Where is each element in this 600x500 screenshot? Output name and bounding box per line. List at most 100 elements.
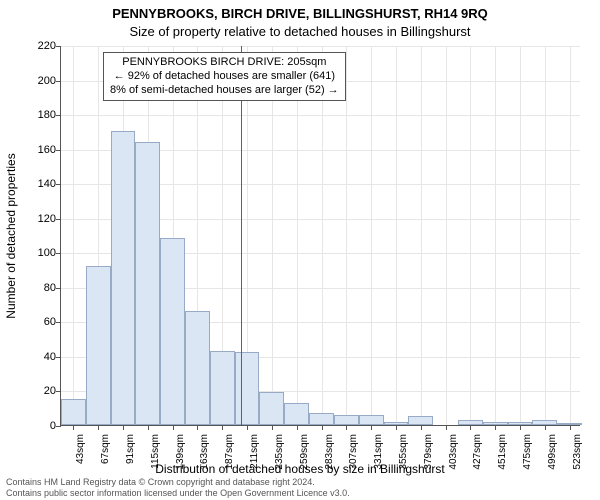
marker-annotation: PENNYBROOKS BIRCH DRIVE: 205sqm ← 92% of… [103, 52, 346, 101]
ytick-label: 20 [16, 385, 56, 397]
histogram-bar [384, 422, 409, 425]
xtick-label: 115sqm [150, 434, 161, 469]
histogram-bar [359, 415, 384, 425]
histogram-bar [334, 415, 359, 425]
xtick-mark [98, 425, 99, 430]
gridline-v [520, 46, 521, 425]
xtick-label: 187sqm [224, 434, 235, 470]
histogram-bar [532, 420, 557, 425]
xtick-label: 379sqm [423, 434, 434, 470]
ytick-label: 180 [16, 109, 56, 121]
xtick-mark [197, 425, 198, 430]
xtick-label: 331sqm [373, 434, 384, 470]
gridline-h [61, 46, 580, 47]
xtick-label: 283sqm [324, 434, 335, 470]
ytick-mark [56, 115, 61, 116]
ytick-label: 60 [16, 316, 56, 328]
gridline-v [272, 46, 273, 425]
ytick-label: 140 [16, 178, 56, 190]
histogram-bar [210, 351, 235, 425]
ytick-mark [56, 184, 61, 185]
gridline-v [371, 46, 372, 425]
ytick-mark [56, 426, 61, 427]
ytick-mark [56, 219, 61, 220]
chart-title-address: PENNYBROOKS, BIRCH DRIVE, BILLINGSHURST,… [0, 6, 600, 21]
histogram-bar [160, 238, 185, 425]
footer-line2: Contains public sector information licen… [6, 488, 594, 498]
xtick-mark [371, 425, 372, 430]
ytick-label: 120 [16, 213, 56, 225]
xtick-label: 523sqm [572, 434, 583, 470]
histogram-plot: PENNYBROOKS BIRCH DRIVE: 205sqm ← 92% of… [60, 46, 580, 426]
ytick-label: 220 [16, 40, 56, 52]
gridline-v [346, 46, 347, 425]
gridline-v [570, 46, 571, 425]
xtick-label: 475sqm [522, 434, 533, 470]
gridline-v [73, 46, 74, 425]
chart-subtitle: Size of property relative to detached ho… [0, 24, 600, 39]
xtick-mark [322, 425, 323, 430]
gridline-v [322, 46, 323, 425]
xtick-mark [545, 425, 546, 430]
xtick-mark [297, 425, 298, 430]
histogram-bar [458, 420, 483, 425]
xtick-label: 259sqm [299, 434, 310, 470]
attribution-footer: Contains HM Land Registry data © Crown c… [6, 477, 594, 498]
histogram-bar [86, 266, 111, 425]
ytick-label: 160 [16, 144, 56, 156]
gridline-v [495, 46, 496, 425]
xtick-mark [570, 425, 571, 430]
xtick-mark [272, 425, 273, 430]
histogram-bar [309, 413, 334, 425]
gridline-v [297, 46, 298, 425]
gridline-v [470, 46, 471, 425]
gridline-v [446, 46, 447, 425]
xtick-label: 139sqm [175, 434, 186, 470]
xtick-mark [421, 425, 422, 430]
ytick-mark [56, 81, 61, 82]
annotation-line3: 8% of semi-detached houses are larger (5… [110, 84, 339, 98]
xtick-label: 43sqm [75, 434, 86, 464]
histogram-bar [284, 403, 309, 425]
ytick-mark [56, 253, 61, 254]
xtick-mark [222, 425, 223, 430]
ytick-mark [56, 288, 61, 289]
xtick-label: 211sqm [249, 434, 260, 469]
xtick-mark [346, 425, 347, 430]
xtick-mark [173, 425, 174, 430]
xtick-mark [495, 425, 496, 430]
gridline-h [61, 115, 580, 116]
ytick-label: 100 [16, 247, 56, 259]
xtick-mark [247, 425, 248, 430]
footer-line1: Contains HM Land Registry data © Crown c… [6, 477, 594, 487]
ytick-label: 200 [16, 75, 56, 87]
gridline-v [421, 46, 422, 425]
xtick-mark [470, 425, 471, 430]
xtick-label: 403sqm [448, 434, 459, 470]
histogram-bar [135, 142, 160, 425]
ytick-mark [56, 322, 61, 323]
annotation-line2: ← 92% of detached houses are smaller (64… [110, 70, 339, 84]
gridline-v [545, 46, 546, 425]
xtick-label: 307sqm [348, 434, 359, 470]
xtick-mark [446, 425, 447, 430]
xtick-label: 499sqm [547, 434, 558, 470]
histogram-bar [185, 311, 210, 425]
xtick-mark [148, 425, 149, 430]
ytick-mark [56, 391, 61, 392]
ytick-mark [56, 357, 61, 358]
xtick-label: 427sqm [472, 434, 483, 470]
xtick-mark [123, 425, 124, 430]
property-marker-line [241, 46, 242, 425]
histogram-bar [259, 392, 284, 425]
ytick-label: 40 [16, 351, 56, 363]
histogram-bar [61, 399, 86, 425]
xtick-mark [396, 425, 397, 430]
xtick-mark [520, 425, 521, 430]
xtick-label: 91sqm [125, 434, 136, 464]
ytick-mark [56, 46, 61, 47]
histogram-bar [408, 416, 433, 425]
xtick-label: 451sqm [497, 434, 508, 470]
xtick-label: 235sqm [274, 434, 285, 470]
ytick-label: 80 [16, 282, 56, 294]
